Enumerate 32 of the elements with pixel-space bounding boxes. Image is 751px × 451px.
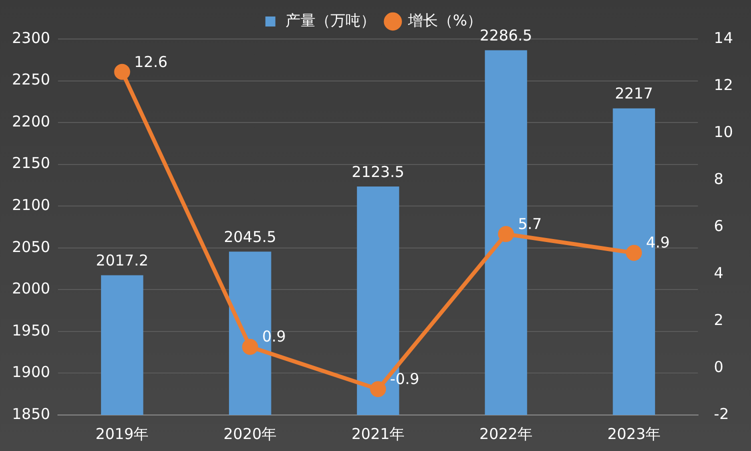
legend-label: 增长（%） <box>406 11 482 30</box>
data-label: 2045.5 <box>224 228 276 246</box>
y-tick-label: 2300 <box>12 28 50 47</box>
legend-label: 产量（万吨） <box>285 11 376 30</box>
y-tick-label: 1850 <box>12 404 50 423</box>
data-label: 2217 <box>614 84 654 103</box>
y-tick-label: 2150 <box>12 154 50 172</box>
y-tick-label: 2200 <box>12 112 50 130</box>
y-tick-label: 2250 <box>12 70 50 89</box>
y2-tick-label: -2 <box>714 404 729 423</box>
y2-tick-label: 2 <box>714 310 724 329</box>
y2-tick-label: 4 <box>714 264 724 282</box>
y-tick-label: 1900 <box>12 363 50 382</box>
data-label: 12.6 <box>134 52 168 71</box>
y-tick-label: 1950 <box>12 321 50 340</box>
data-label: 2286.5 <box>480 26 532 45</box>
x-tick-label: 2021年 <box>351 424 405 443</box>
y2-tick-label: 0 <box>714 358 724 376</box>
data-label: 2017.2 <box>96 252 148 270</box>
x-tick-label: 2022年 <box>479 424 533 443</box>
y2-tick-label: 12 <box>714 76 734 94</box>
y2-tick-label: 10 <box>714 122 734 141</box>
y-tick-label: 2000 <box>12 280 50 298</box>
y-tick-label: 2050 <box>12 238 50 256</box>
x-tick-label: 2019年 <box>96 424 149 443</box>
y2-tick-label: 14 <box>714 28 734 47</box>
x-tick-label: 2020年 <box>224 424 277 443</box>
y2-tick-label: 6 <box>714 216 724 235</box>
y-tick-label: 2100 <box>12 196 50 214</box>
x-tick-label: 2023年 <box>607 424 661 443</box>
y2-tick-label: 8 <box>714 170 724 188</box>
data-label: 2123.5 <box>352 162 404 181</box>
